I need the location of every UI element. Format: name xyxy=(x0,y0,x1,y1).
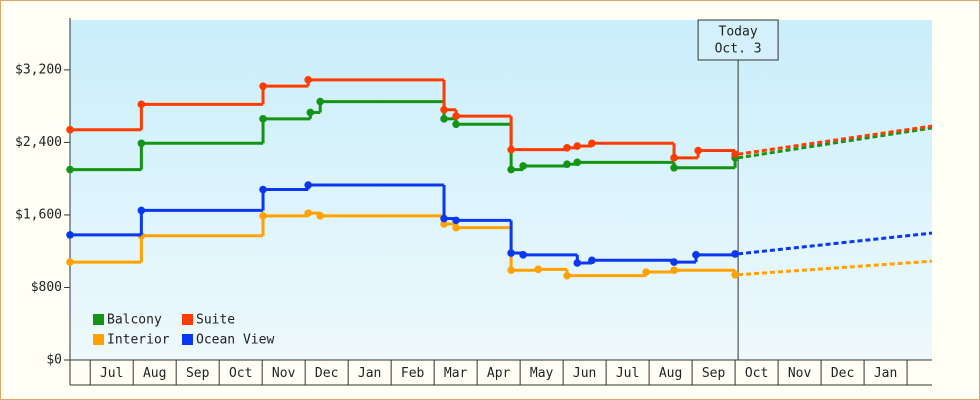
x-tick-label: Nov xyxy=(272,366,296,381)
today-label: Oct. 3 xyxy=(715,42,762,57)
point xyxy=(66,258,74,266)
point xyxy=(588,139,596,148)
point xyxy=(519,162,527,170)
x-tick-label: Jun xyxy=(573,366,596,381)
point xyxy=(440,220,448,228)
point xyxy=(259,212,267,220)
point xyxy=(306,108,315,117)
point xyxy=(452,216,460,225)
point xyxy=(440,105,448,114)
point xyxy=(304,209,312,217)
x-tick-label: Jan xyxy=(874,366,897,381)
point xyxy=(259,115,267,123)
point xyxy=(670,163,678,172)
today-box xyxy=(697,19,779,61)
series xyxy=(66,181,933,267)
y-tick-label: $3,200 xyxy=(15,62,62,77)
point xyxy=(452,223,460,232)
y-tick-label: $2,400 xyxy=(15,135,62,150)
legend-label: Balcony xyxy=(107,313,162,328)
point xyxy=(66,231,74,239)
forecast-line xyxy=(737,126,933,160)
legend-swatch xyxy=(182,314,193,325)
point xyxy=(452,120,460,129)
point xyxy=(588,256,596,265)
point xyxy=(731,150,739,158)
point xyxy=(137,100,146,109)
point xyxy=(507,145,515,154)
x-tick-label: Sep xyxy=(186,366,210,381)
legend-label: Interior xyxy=(107,333,170,348)
x-tick-label: Dec xyxy=(831,366,854,381)
point xyxy=(440,115,448,123)
y-tick-label: $1,600 xyxy=(15,207,62,222)
x-tick-label: Dec xyxy=(315,366,338,381)
point xyxy=(692,251,700,259)
point xyxy=(304,76,312,84)
series xyxy=(66,209,933,280)
point xyxy=(259,185,267,194)
point xyxy=(534,265,542,274)
point xyxy=(573,259,582,267)
point xyxy=(731,250,739,258)
forecast-line xyxy=(737,259,933,277)
x-tick-label: Nov xyxy=(788,366,812,381)
x-tick-label: Feb xyxy=(401,366,425,381)
point xyxy=(563,160,571,168)
forecast-line xyxy=(737,124,933,156)
point xyxy=(304,181,312,189)
x-tick-label: Jul xyxy=(616,366,639,381)
x-tick-label: Mar xyxy=(444,366,468,381)
x-tick-label: Sep xyxy=(702,366,726,381)
x-tick-label: Apr xyxy=(487,366,511,381)
legend-swatch xyxy=(182,334,193,345)
x-tick-label: Jul xyxy=(100,366,123,381)
plot-area xyxy=(70,20,932,360)
point xyxy=(563,271,571,280)
point xyxy=(66,165,74,174)
today-label: Today xyxy=(719,25,758,40)
y-tick-label: $800 xyxy=(31,280,62,295)
x-tick-label: Oct xyxy=(229,366,252,381)
x-tick-label: Aug xyxy=(143,366,166,381)
x-tick-label: May xyxy=(530,366,554,381)
point xyxy=(519,251,527,259)
point xyxy=(731,270,739,279)
point xyxy=(507,249,515,257)
x-tick-label: Aug xyxy=(659,366,682,381)
point xyxy=(670,154,678,162)
forecast-line xyxy=(737,231,933,256)
point xyxy=(670,258,678,266)
point xyxy=(670,266,678,275)
legend-label: Ocean View xyxy=(196,333,274,348)
point xyxy=(507,165,515,174)
legend-swatch xyxy=(93,314,104,325)
point xyxy=(563,144,571,152)
point xyxy=(137,206,146,215)
legend-label: Suite xyxy=(196,313,235,328)
point xyxy=(452,112,460,120)
point xyxy=(573,158,582,167)
point xyxy=(507,266,515,275)
point xyxy=(259,82,267,90)
y-tick-label: $0 xyxy=(46,353,62,368)
series xyxy=(66,76,933,162)
point xyxy=(137,139,146,148)
point xyxy=(440,214,448,223)
legend-swatch xyxy=(93,334,104,345)
point xyxy=(642,268,650,276)
point xyxy=(66,125,74,134)
point xyxy=(316,97,325,106)
x-tick-label: Oct xyxy=(745,366,768,381)
x-tick-label: Jan xyxy=(358,366,381,381)
point xyxy=(573,142,582,150)
point xyxy=(694,146,702,155)
point xyxy=(316,212,325,220)
